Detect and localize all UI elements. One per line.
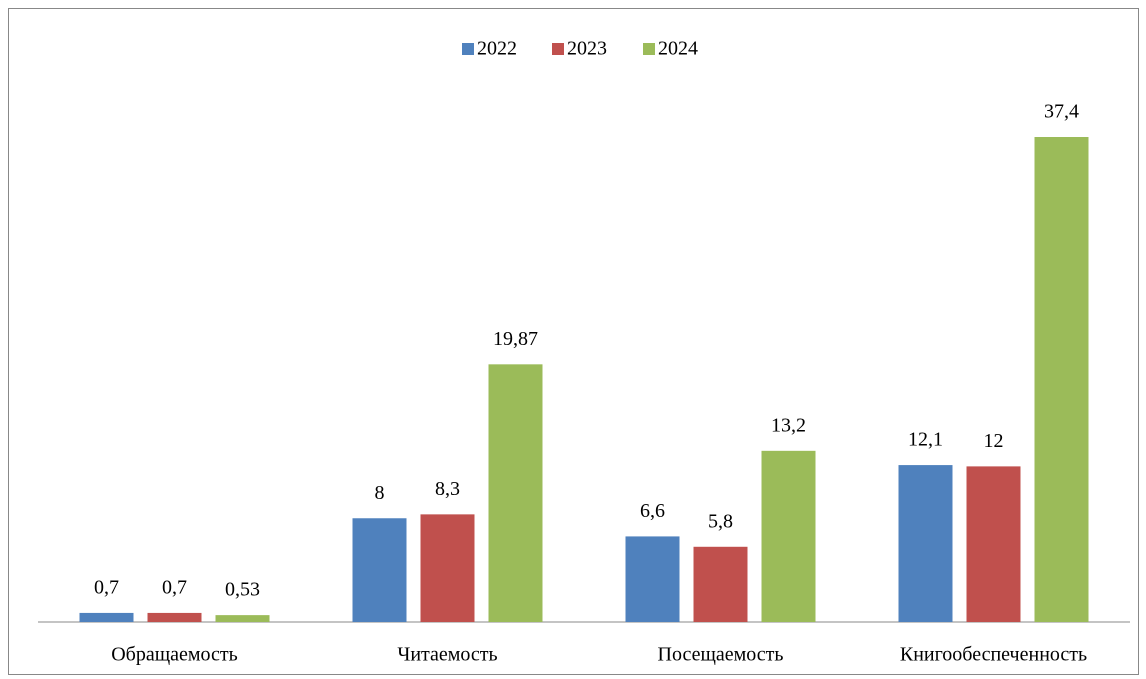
bar (625, 536, 680, 622)
data-label: 0,7 (94, 577, 119, 599)
bar (420, 514, 475, 622)
data-label: 5,8 (708, 510, 733, 532)
data-label: 19,87 (493, 328, 538, 350)
x-tick-label: Книгообеспеченность (900, 644, 1087, 666)
legend-label: 2022 (477, 38, 517, 60)
data-label: 12,1 (908, 429, 943, 451)
data-label: 13,2 (771, 414, 806, 436)
x-tick-label: Читаемость (397, 644, 497, 666)
bar (761, 450, 816, 622)
bar (79, 612, 134, 622)
data-label: 37,4 (1044, 101, 1079, 123)
legend-swatch (462, 43, 474, 55)
bar (147, 612, 202, 622)
bar (693, 546, 748, 622)
data-label: 0,53 (225, 579, 260, 601)
bar (898, 465, 953, 622)
data-label: 8 (375, 482, 385, 504)
x-tick-label: Обращаемость (111, 644, 238, 666)
data-label: 6,6 (640, 500, 665, 522)
bar (488, 364, 543, 622)
bar (966, 466, 1021, 622)
legend-swatch (643, 43, 655, 55)
data-label: 12 (984, 430, 1004, 452)
x-tick-label: Посещаемость (658, 644, 784, 666)
data-label: 8,3 (435, 478, 460, 500)
bar (352, 518, 407, 622)
legend-label: 2023 (567, 38, 607, 60)
legend-swatch (552, 43, 564, 55)
bar (1034, 137, 1089, 622)
data-label: 0,7 (162, 577, 187, 599)
bar (215, 615, 270, 622)
legend-label: 2024 (658, 38, 698, 60)
